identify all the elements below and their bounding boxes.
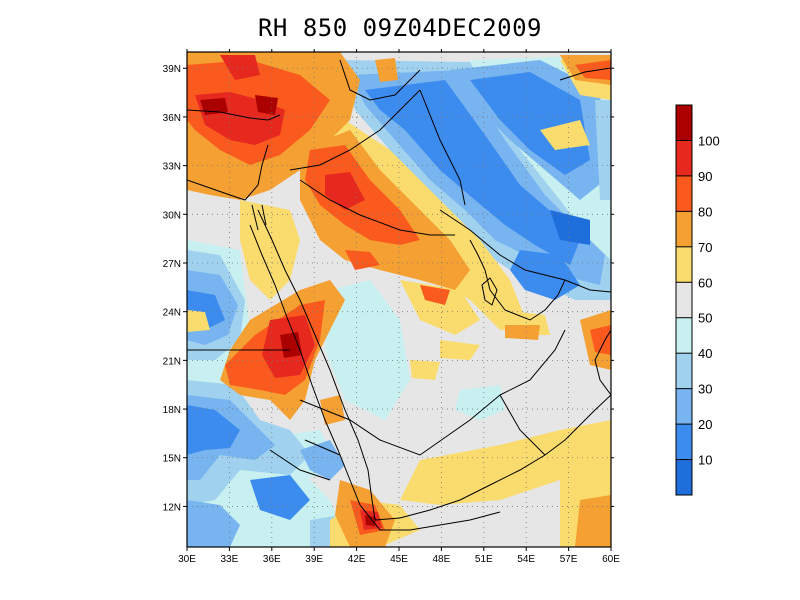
lon-tick-label: 39E (305, 554, 323, 565)
colorbar-label: 90 (698, 169, 712, 184)
colorbar-label: 30 (698, 382, 712, 397)
lon-tick-label: 57E (560, 554, 578, 565)
lat-lon-grid (187, 52, 611, 547)
colorbar-swatch (676, 317, 692, 354)
lat-tick-label: 30N (163, 210, 181, 221)
lat-tick-label: 12N (163, 502, 181, 513)
lat-tick-label: 21N (163, 356, 181, 367)
colorbar-label: 80 (698, 204, 712, 219)
colorbar-swatch (676, 175, 692, 212)
colorbar-legend: 10 20 30 40 50 60 70 80 90 100 (675, 104, 720, 496)
colorbar-swatch (676, 140, 692, 176)
lat-tick-label: 33N (163, 162, 181, 173)
lat-tick-label: 36N (163, 113, 181, 124)
colorbar-label: 10 (698, 453, 712, 468)
colorbar-label: 100 (698, 133, 720, 148)
colorbar-swatch (676, 459, 692, 495)
lat-tick-label: 15N (163, 454, 181, 465)
rh-contour-field (187, 52, 611, 547)
lon-tick-label: 30E (178, 554, 196, 565)
colorbar-swatch (676, 211, 692, 247)
colorbar-swatch (676, 388, 692, 425)
lon-tick-label: 45E (390, 554, 408, 565)
lat-tick-label: 24N (163, 308, 181, 319)
colorbar-label: 50 (698, 311, 712, 326)
colorbar-swatch (676, 105, 692, 141)
colorbar-frame (675, 104, 693, 496)
coastlines-and-borders (187, 59, 611, 531)
lon-tick-label: 54E (517, 554, 535, 565)
colorbar-label: 20 (698, 417, 712, 432)
colorbar-label: 40 (698, 346, 712, 361)
lon-tick-label: 36E (263, 554, 281, 565)
colorbar-swatch (676, 246, 692, 283)
colorbar-swatch (676, 282, 692, 318)
lon-tick-label: 60E (602, 554, 620, 565)
latitude-tick-labels: 12N 15N 18N 21N 24N 27N 30N 33N 36N 39N (163, 64, 181, 513)
colorbar-swatch (676, 424, 692, 460)
lon-tick-label: 51E (475, 554, 493, 565)
map-title: RH 850 09Z04DEC2009 (257, 14, 543, 42)
colorbar-label: 60 (698, 275, 712, 290)
lon-tick-label: 42E (348, 554, 366, 565)
longitude-tick-labels: 30E 33E 36E 39E 42E 45E 48E 51E 54E 57E 60E (178, 554, 620, 565)
axis-ticks (183, 49, 614, 551)
colorbar-swatch (676, 353, 692, 389)
lat-tick-label: 18N (163, 405, 181, 416)
lat-tick-label: 27N (163, 259, 181, 270)
colorbar-label: 70 (698, 240, 712, 255)
lat-tick-label: 39N (163, 64, 181, 75)
lon-tick-label: 33E (221, 554, 239, 565)
lon-tick-label: 48E (433, 554, 451, 565)
